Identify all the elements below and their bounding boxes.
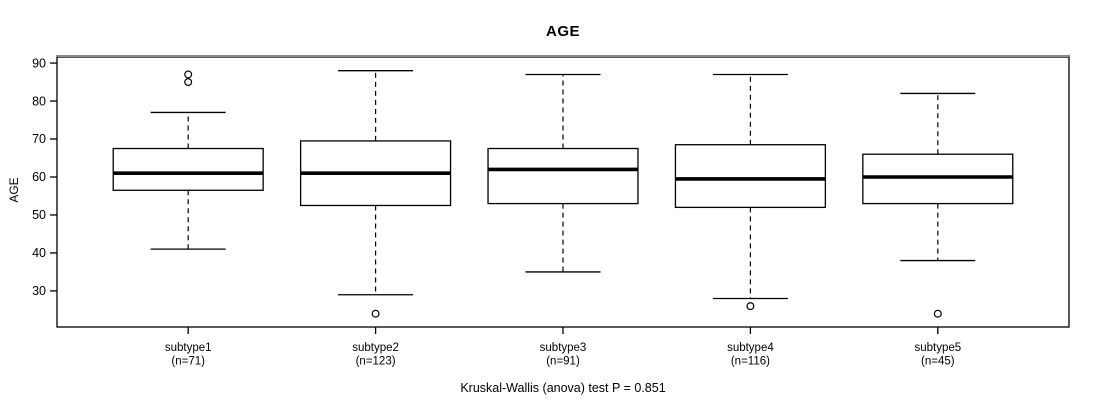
outlier-point [746,302,755,311]
iqr-box [112,147,264,191]
iqr-box [487,147,639,205]
outlier-point [371,309,380,318]
category-sublabel: (n=45) [921,356,955,368]
category-label: subtype5 [914,342,961,354]
y-tick-label: 60 [32,170,46,184]
y-tick-label: 50 [32,208,46,222]
category-sublabel: (n=123) [356,356,396,368]
category-label: subtype2 [352,342,399,354]
stat-test-caption: Kruskal-Wallis (anova) test P = 0.851 [460,381,666,395]
y-tick-label: 40 [32,246,46,260]
y-tick-label: 70 [32,132,46,146]
y-tick-label: 80 [32,94,46,108]
chart-title: AGE [545,23,580,40]
y-tick-label: 30 [32,284,46,298]
category-label: subtype1 [165,342,212,354]
outlier-point [184,70,193,79]
category-sublabel: (n=91) [546,356,580,368]
outlier-point [184,78,193,87]
outlier-point [933,309,942,318]
category-label: subtype4 [727,342,774,354]
category-sublabel: (n=116) [731,356,770,368]
iqr-box [674,144,827,209]
y-tick-label: 90 [32,56,46,70]
category-label: subtype3 [540,342,587,354]
category-sublabel: (n=71) [171,356,205,368]
iqr-box [862,153,1014,205]
